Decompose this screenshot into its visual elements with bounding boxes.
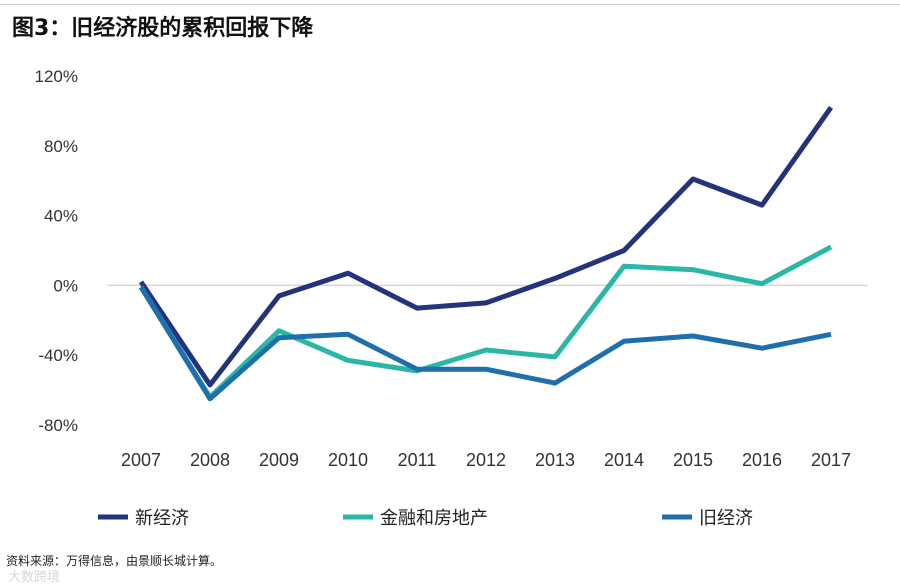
y-tick-label: -80% (38, 416, 78, 435)
series-line-new-economy (138, 105, 834, 388)
x-tick-label: 2009 (259, 450, 299, 470)
x-tick-label: 2007 (121, 450, 161, 470)
x-tick-label: 2013 (535, 450, 575, 470)
x-tick-label: 2015 (673, 450, 713, 470)
x-tick-label: 2012 (466, 450, 506, 470)
chart-title: 图3：旧经济股的累积回报下降 (12, 16, 314, 41)
legend-label: 旧经济 (699, 508, 753, 529)
series-line-finance-realestate (138, 244, 833, 400)
legend-label: 金融和房地产 (380, 508, 488, 529)
watermark: 大数跨境 (8, 570, 61, 585)
y-tick-label: -40% (38, 346, 78, 365)
y-tick-label: 40% (44, 207, 78, 226)
series-group (138, 105, 834, 402)
x-tick-label: 2016 (742, 450, 782, 470)
legend: 新经济 金融和房地产 旧经济 (98, 508, 753, 529)
x-tick-label: 2014 (604, 450, 644, 470)
x-tick-label: 2011 (398, 450, 437, 470)
y-tick-label: 120% (35, 67, 78, 86)
x-tick-label: 2017 (811, 450, 851, 470)
legend-label: 新经济 (135, 508, 189, 529)
y-tick-label: 0% (53, 276, 78, 295)
y-axis-ticks: 120% 80% 40% 0% -40% -80% (35, 67, 78, 435)
x-axis-ticks: 2007 2008 2009 2010 2011 2012 2013 2014 2015 2016… (121, 450, 851, 470)
y-tick-label: 80% (44, 137, 78, 156)
series-line-old-economy (138, 285, 832, 402)
x-tick-label: 2008 (190, 450, 230, 470)
source-note: 资料来源：万得信息，由景顺长城计算。 (6, 554, 223, 568)
x-tick-label: 2010 (328, 450, 368, 470)
top-rule (0, 4, 900, 5)
